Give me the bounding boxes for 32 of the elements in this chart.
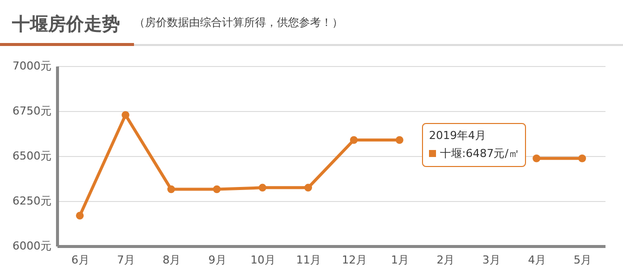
x-tick-label: 3月 [482, 254, 500, 266]
x-tick-label: 6月 [71, 254, 90, 266]
annotation: 2019年4月 [429, 128, 487, 144]
x-tick-label: 2月 [436, 254, 455, 266]
point [532, 154, 540, 162]
x-tick-label: 12月 [342, 254, 367, 266]
point [396, 136, 404, 144]
y-tick-label: 6500元 [12, 150, 52, 162]
point [167, 185, 176, 194]
point [258, 184, 266, 192]
x-tick-label: 8月 [162, 254, 181, 266]
y-tick-label: 6250元 [12, 194, 52, 208]
x-tick-label: 11月 [296, 254, 322, 266]
point [76, 212, 84, 220]
point [122, 111, 130, 119]
chart-title: 十堰房价走势 [0, 2, 134, 46]
point [304, 184, 312, 192]
legend-label: 十堰 [440, 147, 462, 160]
point [350, 136, 358, 144]
y-tick-label: 6750元 [12, 104, 52, 118]
x-tick-label: 7月 [117, 254, 135, 266]
x-tick-label: 1月 [391, 254, 409, 266]
chart-subtitle: （房价数据由综合计算所得，供您参考！） [134, 14, 343, 30]
point [212, 185, 221, 194]
y-tick-label: 7000元 [12, 60, 52, 72]
x-tick-label: 10月 [250, 254, 276, 266]
annotation: :6487元/㎡ [462, 147, 520, 160]
x-tick-label: 9月 [208, 254, 226, 266]
x-tick-label: 4月 [528, 254, 546, 266]
y-tick-label: 6000元 [12, 240, 52, 252]
point [578, 154, 586, 162]
x-tick-label: 5月 [574, 254, 592, 266]
